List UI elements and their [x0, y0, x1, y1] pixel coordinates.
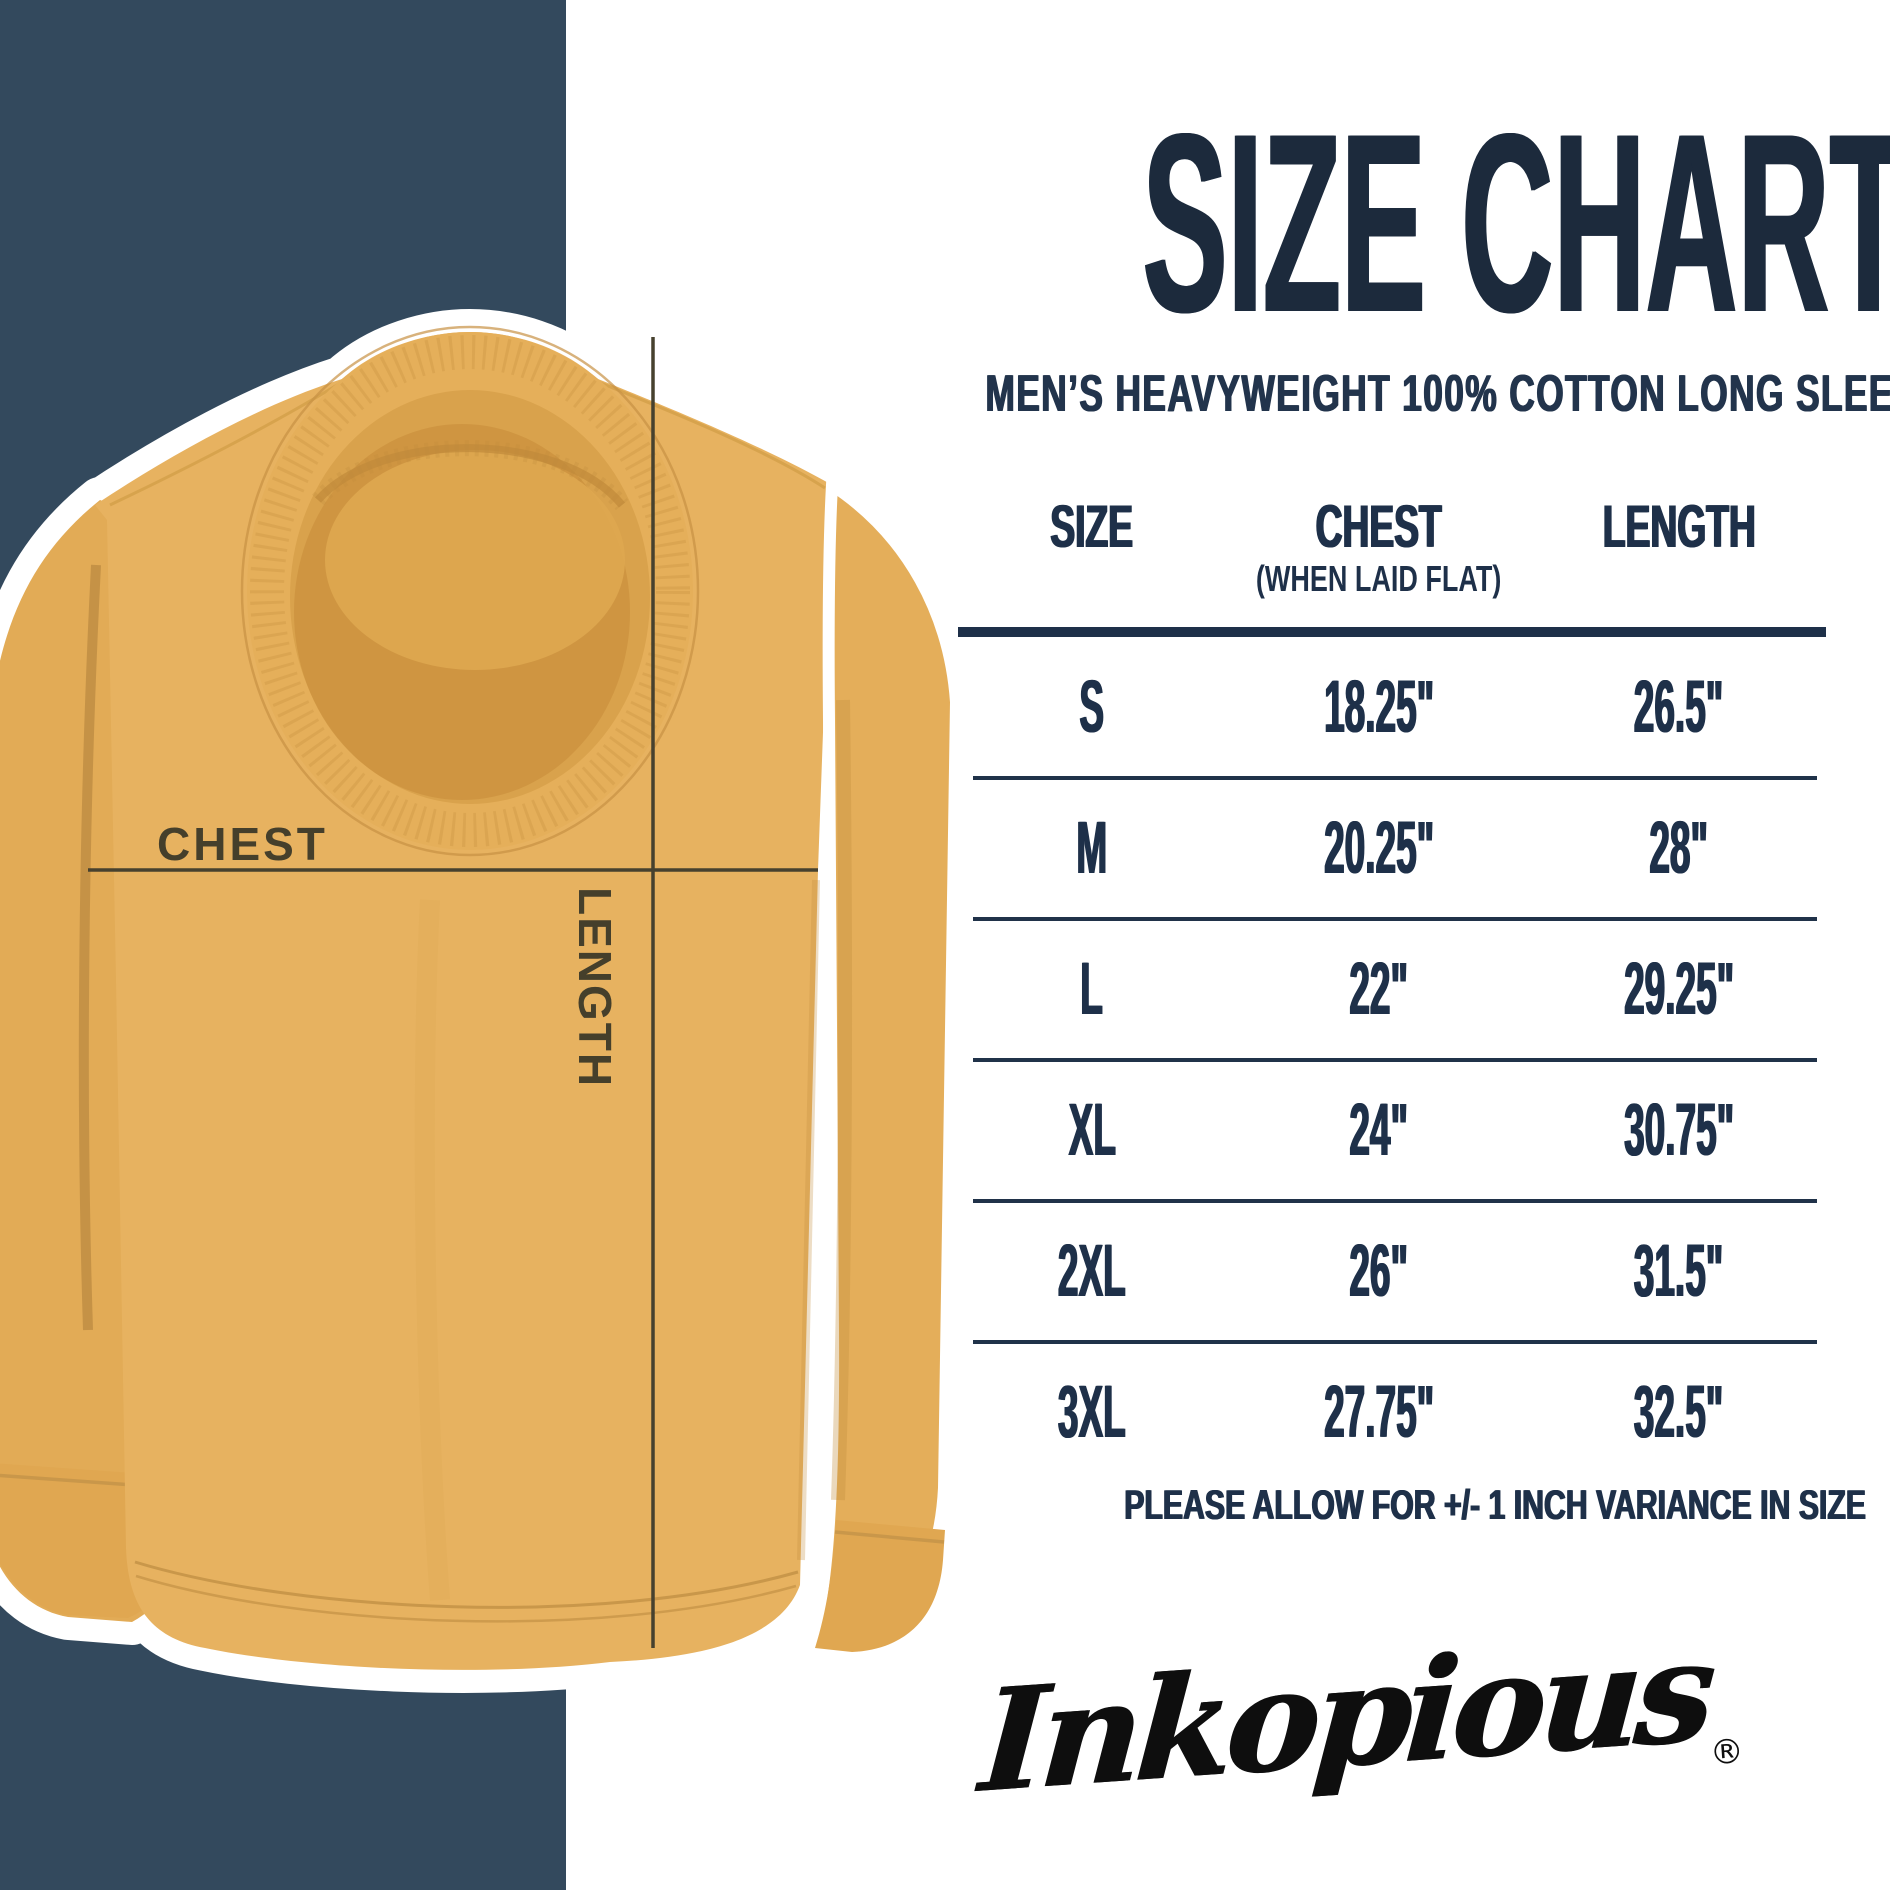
page-subtitle: MEN’S HEAVYWEIGHT 100% COTTON LONG SLEEV… [985, 365, 1890, 423]
shirt-collar [240, 325, 700, 857]
registered-trademark-icon: ® [1708, 1731, 1746, 1774]
hem-stitching [134, 1560, 799, 1609]
table-row-s: S 18.25" 26.5" [1079, 664, 1724, 748]
right-cuff [815, 1520, 945, 1652]
shirt-photo: CHEST LENGTH [0, 309, 979, 1693]
chest-measure-label: CHEST [157, 818, 328, 870]
column-header-size: SIZE [1050, 493, 1134, 560]
size-table-header: SIZE CHEST (WHEN LAID FLAT) LENGTH [963, 496, 1821, 598]
table-row-3xl: 3XL 27.75" 32.5" [1058, 1369, 1724, 1453]
back-neck-tape [315, 444, 626, 508]
row-divider [973, 1199, 1817, 1203]
table-row-xl: XL 24" 30.75" [1068, 1087, 1735, 1171]
row-divider [973, 1058, 1817, 1062]
brand-logo: Inkopious ® [975, 1573, 1745, 1860]
shirt-right-sleeve [802, 474, 963, 1661]
row-divider [973, 917, 1817, 921]
table-header-divider [958, 627, 1826, 637]
chest-subnote: (WHEN LAID FLAT) [1256, 558, 1502, 599]
table-row-l: L 22" 29.25" [1080, 946, 1735, 1030]
column-header-chest: CHEST (WHEN LAID FLAT) [1221, 496, 1537, 598]
measurement-guides: CHEST LENGTH [88, 337, 818, 1648]
row-divider [973, 776, 1817, 780]
table-row-2xl: 2XL 26" 31.5" [1058, 1228, 1724, 1312]
length-measure-label: LENGTH [569, 887, 621, 1088]
size-variance-note: PLEASE ALLOW FOR +/- 1 INCH VARIANCE IN … [1124, 1481, 1867, 1528]
table-row-m: M 20.25" 28" [1076, 805, 1709, 889]
page-title: SIZE CHART [1142, 81, 1890, 366]
column-header-length: LENGTH [1602, 493, 1756, 560]
row-divider [973, 1340, 1817, 1344]
brand-logo-text: Inkopious [974, 1609, 1714, 1826]
